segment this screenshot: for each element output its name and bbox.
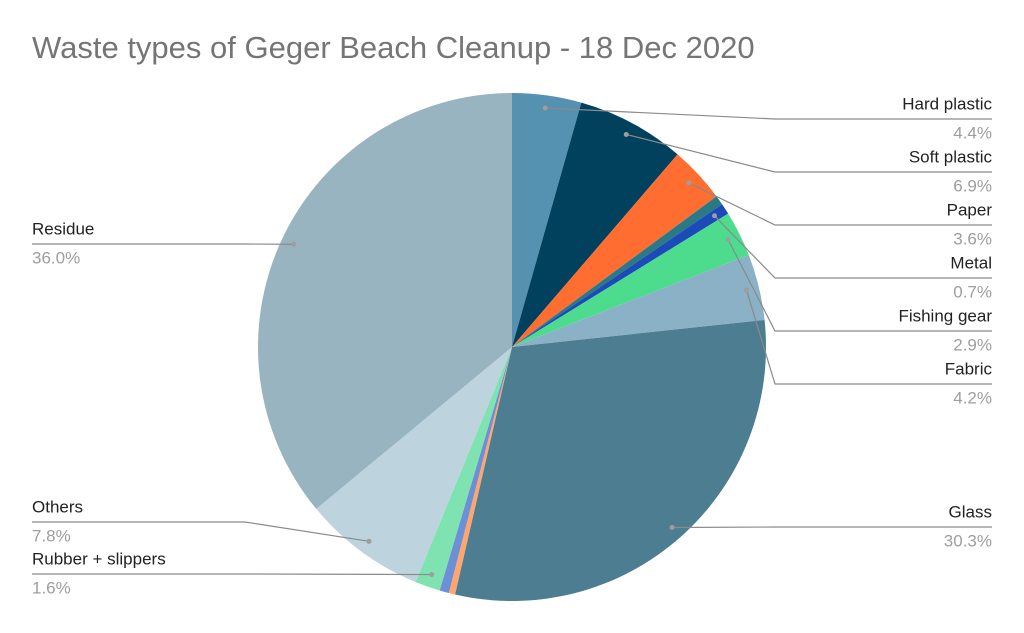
slice-percent: 6.9%: [953, 176, 992, 195]
leader-dot: [669, 524, 675, 530]
pie-slice: [258, 93, 512, 509]
leader-dot: [743, 287, 749, 293]
slice-name: Soft plastic: [909, 147, 993, 166]
pie-slice: [439, 347, 512, 594]
pie-slice: [455, 319, 767, 601]
pie-slice: [512, 196, 723, 347]
pie-slice: [512, 93, 582, 347]
slice-percent: 4.4%: [953, 123, 992, 142]
pie-slice: [512, 213, 749, 347]
slice-name: Residue: [32, 219, 94, 238]
slice-percent: 36.0%: [32, 248, 80, 267]
leader-line: [545, 107, 992, 120]
pie-slice: [448, 347, 512, 595]
slice-name: Glass: [949, 502, 992, 521]
leader-dot: [686, 180, 692, 186]
slice-name: Hard plastic: [902, 94, 992, 113]
leader-dot: [725, 236, 731, 242]
leader-dot: [623, 131, 629, 137]
slice-name: Others: [32, 497, 83, 516]
leader-line: [745, 289, 992, 385]
slice-percent: 3.6%: [953, 229, 992, 248]
leader-dot: [712, 213, 718, 219]
leader-line: [626, 133, 992, 173]
leader-line: [688, 182, 992, 226]
pie-slice: [415, 347, 512, 591]
leader-line: [32, 521, 370, 542]
leader-line: [727, 239, 992, 332]
slice-percent: 30.3%: [944, 531, 992, 550]
pie-slice: [512, 254, 765, 347]
slice-name: Fabric: [945, 359, 993, 378]
slice-percent: 2.9%: [953, 335, 992, 354]
leader-line: [714, 215, 992, 279]
chart-title: Waste types of Geger Beach Cleanup - 18 …: [32, 30, 755, 65]
slice-percent: 0.7%: [953, 282, 992, 301]
leader-dot: [366, 538, 372, 544]
slice-name: Metal: [950, 253, 992, 272]
leader-dot: [542, 105, 548, 111]
slice-name: Rubber + slippers: [32, 549, 166, 568]
leader-dot: [429, 572, 435, 578]
slice-name: Paper: [947, 200, 993, 219]
slice-percent: 4.2%: [953, 388, 992, 407]
leader-dot: [291, 241, 297, 247]
pie-slice: [512, 154, 717, 347]
pie-slice: [316, 347, 512, 582]
leader-line: [32, 573, 432, 576]
slice-percent: 1.6%: [32, 578, 71, 597]
slice-name: Fishing gear: [898, 306, 992, 325]
pie-slice: [512, 102, 678, 347]
pie-slice: [512, 204, 729, 347]
slice-percent: 7.8%: [32, 526, 71, 545]
